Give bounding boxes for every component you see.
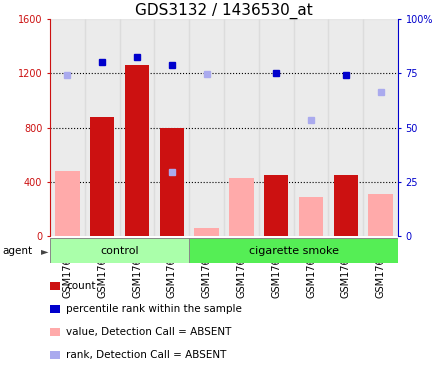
Bar <box>50 238 189 263</box>
Text: control: control <box>100 245 138 256</box>
Bar <box>189 19 224 236</box>
Bar <box>125 65 149 236</box>
Bar <box>85 19 119 236</box>
Bar <box>50 19 85 236</box>
Text: rank, Detection Call = ABSENT: rank, Detection Call = ABSENT <box>66 350 226 360</box>
Bar <box>368 194 392 236</box>
Title: GDS3132 / 1436530_at: GDS3132 / 1436530_at <box>135 3 312 19</box>
Bar <box>224 19 258 236</box>
Bar <box>154 19 189 236</box>
Bar <box>159 127 184 236</box>
Bar <box>194 228 218 236</box>
Text: ►: ► <box>41 246 49 256</box>
Bar <box>229 178 253 236</box>
Bar <box>263 175 288 236</box>
Bar <box>258 19 293 236</box>
Bar <box>333 175 357 236</box>
Bar <box>328 19 362 236</box>
Bar <box>293 19 328 236</box>
Text: count: count <box>66 281 95 291</box>
Bar <box>362 19 397 236</box>
Bar <box>90 117 114 236</box>
Bar <box>119 19 154 236</box>
Bar <box>189 238 397 263</box>
Text: value, Detection Call = ABSENT: value, Detection Call = ABSENT <box>66 327 231 337</box>
Bar <box>298 197 322 236</box>
Text: percentile rank within the sample: percentile rank within the sample <box>66 304 241 314</box>
Bar <box>55 171 79 236</box>
Text: agent: agent <box>2 246 32 256</box>
Text: cigarette smoke: cigarette smoke <box>248 245 338 256</box>
